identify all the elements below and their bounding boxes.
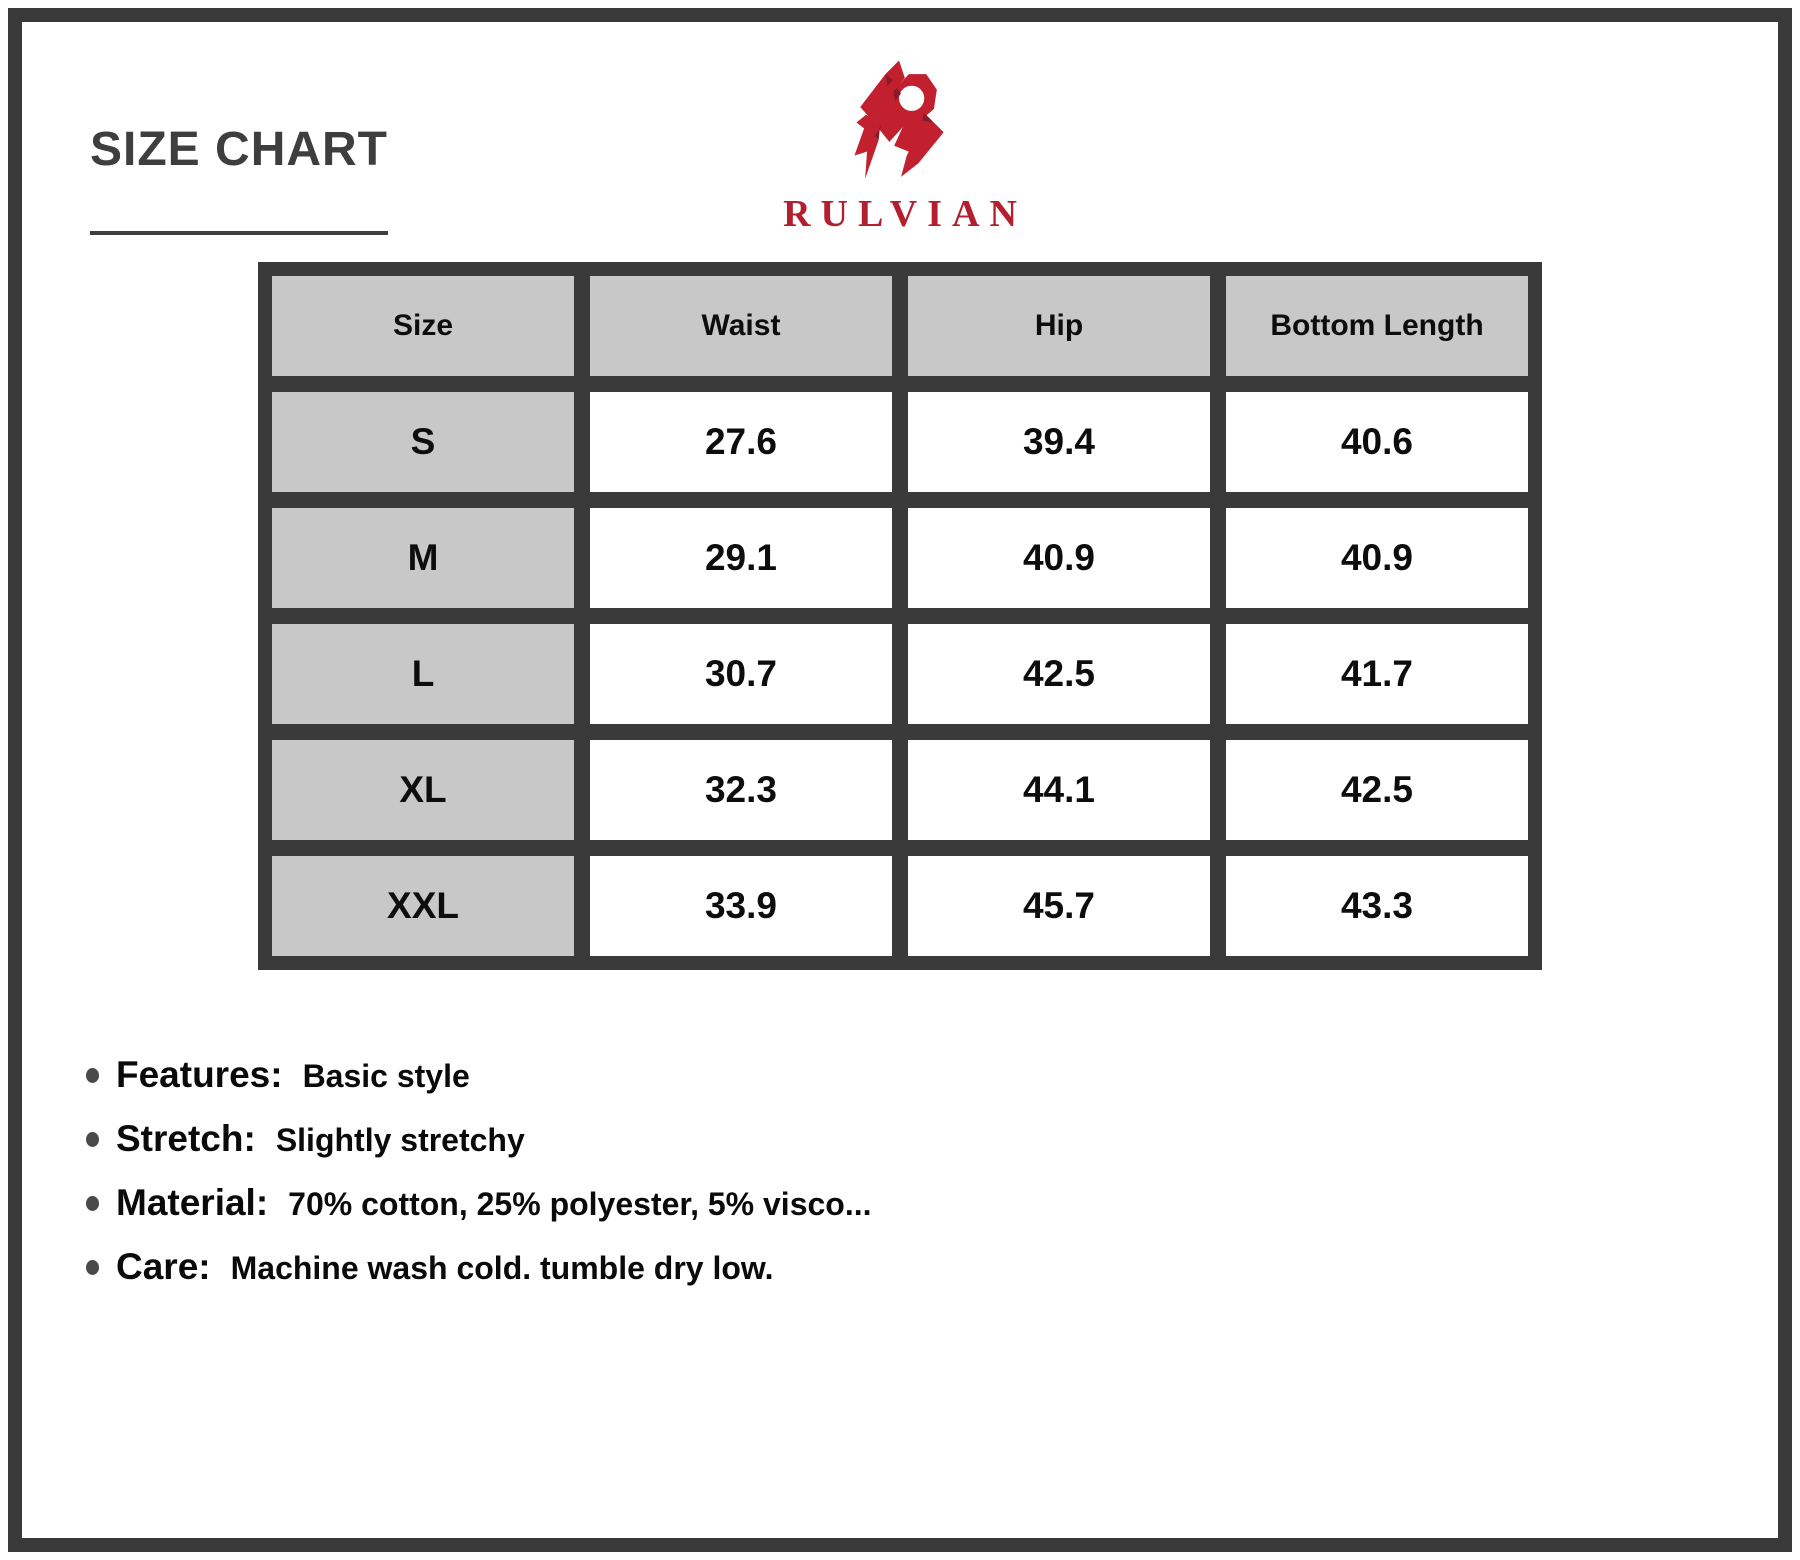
- hip-value: 45.7: [908, 856, 1210, 956]
- column-header-waist: Waist: [590, 276, 892, 376]
- detail-item-stretch: Stretch: Slightly stretchy: [86, 1116, 872, 1163]
- detail-label: Material:: [116, 1182, 269, 1223]
- bullet-icon: [86, 1132, 99, 1147]
- size-label: S: [272, 392, 574, 492]
- page-title: SIZE CHART: [90, 123, 388, 176]
- brand-logo: RULVIAN: [690, 58, 1110, 236]
- detail-label: Features:: [116, 1054, 283, 1095]
- detail-value: Basic style: [302, 1058, 470, 1094]
- detail-value: 70% cotton, 25% polyester, 5% visco...: [288, 1186, 872, 1222]
- size-label: M: [272, 508, 574, 608]
- title-underline: [90, 231, 388, 235]
- detail-item-care: Care: Machine wash cold. tumble dry low.: [86, 1244, 872, 1291]
- waist-value: 32.3: [590, 740, 892, 840]
- waist-value: 33.9: [590, 856, 892, 956]
- waist-value: 27.6: [590, 392, 892, 492]
- bullet-icon: [86, 1068, 99, 1083]
- hip-value: 40.9: [908, 508, 1210, 608]
- detail-value: Slightly stretchy: [275, 1122, 525, 1158]
- bottom-length-value: 43.3: [1226, 856, 1528, 956]
- bullet-icon: [86, 1196, 99, 1211]
- hip-value: 44.1: [908, 740, 1210, 840]
- size-label: XXL: [272, 856, 574, 956]
- bottom-length-value: 40.9: [1226, 508, 1528, 608]
- hip-value: 42.5: [908, 624, 1210, 724]
- waist-value: 30.7: [590, 624, 892, 724]
- detail-label: Care:: [116, 1246, 211, 1287]
- column-header-bottom-length: Bottom Length: [1226, 276, 1528, 376]
- product-details-list: Features: Basic style Stretch: Slightly …: [86, 1052, 872, 1308]
- bottom-length-value: 40.6: [1226, 392, 1528, 492]
- column-header-size: Size: [272, 276, 574, 376]
- detail-item-material: Material: 70% cotton, 25% polyester, 5% …: [86, 1180, 872, 1227]
- bottom-length-value: 42.5: [1226, 740, 1528, 840]
- brand-name: RULVIAN: [783, 193, 1027, 235]
- column-header-hip: Hip: [908, 276, 1210, 376]
- waist-value: 29.1: [590, 508, 892, 608]
- size-label: L: [272, 624, 574, 724]
- detail-item-features: Features: Basic style: [86, 1052, 872, 1099]
- brand-r-logo-icon: [854, 60, 944, 179]
- detail-label: Stretch:: [116, 1118, 256, 1159]
- size-chart-table: Size Waist Hip Bottom Length S 27.6 39.4…: [258, 262, 1542, 970]
- bottom-length-value: 41.7: [1226, 624, 1528, 724]
- bullet-icon: [86, 1260, 99, 1275]
- hip-value: 39.4: [908, 392, 1210, 492]
- size-label: XL: [272, 740, 574, 840]
- detail-value: Machine wash cold. tumble dry low.: [230, 1250, 774, 1286]
